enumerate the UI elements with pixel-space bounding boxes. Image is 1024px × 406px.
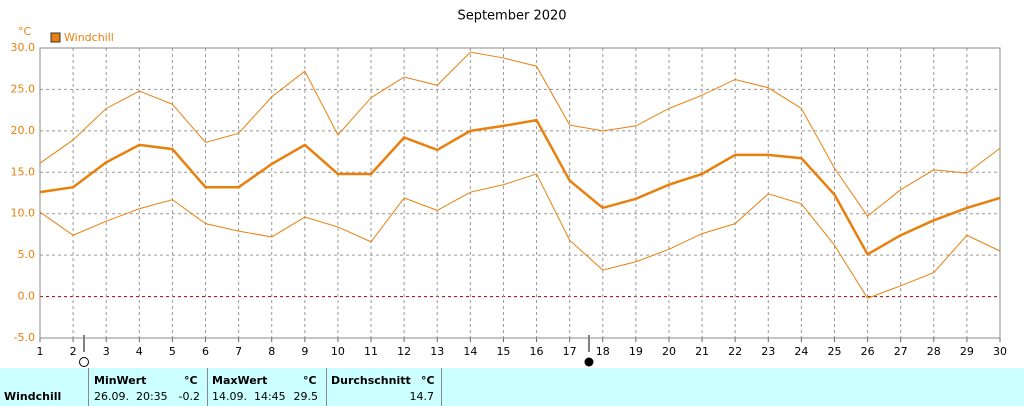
x-tick-label: 27 bbox=[894, 345, 908, 358]
col-time: 26.09. 20:35 bbox=[94, 390, 168, 403]
x-tick-label: 29 bbox=[960, 345, 974, 358]
x-tick-label: 9 bbox=[301, 345, 308, 358]
x-tick-label: 8 bbox=[268, 345, 275, 358]
series-line bbox=[39, 51, 1001, 217]
x-tick-label: 3 bbox=[103, 345, 110, 358]
col-header: MinWert bbox=[94, 374, 147, 387]
x-tick-label: 6 bbox=[202, 345, 209, 358]
x-tick-label: 30 bbox=[993, 345, 1007, 358]
separator bbox=[441, 368, 442, 406]
x-tick-label: 19 bbox=[629, 345, 643, 358]
separator bbox=[326, 368, 327, 406]
col-time: 14.09. 14:45 bbox=[212, 390, 286, 403]
summary-table: Windchill MinWert °C 26.09. 20:35 -0.2 M… bbox=[0, 368, 1024, 406]
col-value: -0.2 bbox=[178, 390, 200, 403]
y-unit: °C bbox=[18, 25, 32, 38]
x-tick-label: 20 bbox=[662, 345, 676, 358]
x-tick-label: 11 bbox=[364, 345, 378, 358]
col-header: Durchschnitt bbox=[331, 374, 411, 387]
y-tick-label: 20.0 bbox=[11, 124, 36, 137]
x-tick-label: 24 bbox=[794, 345, 808, 358]
x-tick-label: 28 bbox=[927, 345, 941, 358]
x-tick-label: 17 bbox=[563, 345, 577, 358]
x-tick-label: 18 bbox=[596, 345, 610, 358]
y-tick-label: 30.0 bbox=[11, 41, 36, 54]
x-tick-label: 13 bbox=[430, 345, 444, 358]
chart: September 2020 °C Windchill -5.0 0.0 5.0 10… bbox=[11, 9, 1007, 367]
y-tick-label: 5.0 bbox=[18, 248, 36, 261]
y-tick-label: -5.0 bbox=[14, 331, 35, 344]
x-tick-label: 22 bbox=[728, 345, 742, 358]
x-tick-label: 4 bbox=[136, 345, 143, 358]
separator bbox=[88, 368, 89, 406]
moon-icon bbox=[584, 357, 594, 367]
plot-frame bbox=[39, 47, 1001, 339]
series-line bbox=[39, 118, 1001, 257]
y-tick-label: 15.0 bbox=[11, 165, 36, 178]
col-value: 29.5 bbox=[293, 390, 319, 403]
col-header: MaxWert bbox=[212, 374, 268, 387]
y-tick-label: 0.0 bbox=[18, 290, 36, 303]
col-unit: °C bbox=[184, 374, 198, 387]
y-tick-label: 10.0 bbox=[11, 207, 36, 220]
x-tick-label: 23 bbox=[761, 345, 775, 358]
col-unit: °C bbox=[421, 374, 435, 387]
x-tick-label: 16 bbox=[530, 345, 544, 358]
chart-title: September 2020 bbox=[457, 9, 566, 24]
x-tick-label: 26 bbox=[861, 345, 875, 358]
row-label: Windchill bbox=[4, 390, 62, 403]
x-tick-label: 12 bbox=[397, 345, 411, 358]
x-tick-label: 21 bbox=[695, 345, 709, 358]
x-tick-label: 10 bbox=[331, 345, 345, 358]
legend-label: Windchill bbox=[64, 31, 114, 44]
x-tick-label: 7 bbox=[235, 345, 242, 358]
moon-icon bbox=[79, 357, 89, 367]
x-tick-label: 5 bbox=[169, 345, 176, 358]
col-unit: °C bbox=[303, 374, 317, 387]
separator bbox=[207, 368, 208, 406]
x-tick-label: 15 bbox=[496, 345, 510, 358]
x-tick-label: 14 bbox=[463, 345, 477, 358]
col-value: 14.7 bbox=[409, 390, 435, 403]
legend-swatch bbox=[50, 32, 61, 43]
x-tick-label: 1 bbox=[37, 345, 44, 358]
x-tick-label: 2 bbox=[70, 345, 77, 358]
y-tick-label: 25.0 bbox=[11, 82, 36, 95]
x-tick-label: 25 bbox=[827, 345, 841, 358]
series-line bbox=[39, 173, 1001, 299]
